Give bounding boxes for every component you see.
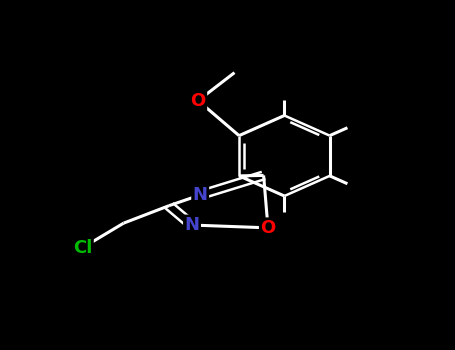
Text: O: O (260, 219, 276, 237)
Text: N: N (193, 186, 207, 204)
Text: O: O (191, 92, 206, 110)
Text: N: N (185, 216, 199, 234)
Text: Cl: Cl (73, 239, 92, 257)
